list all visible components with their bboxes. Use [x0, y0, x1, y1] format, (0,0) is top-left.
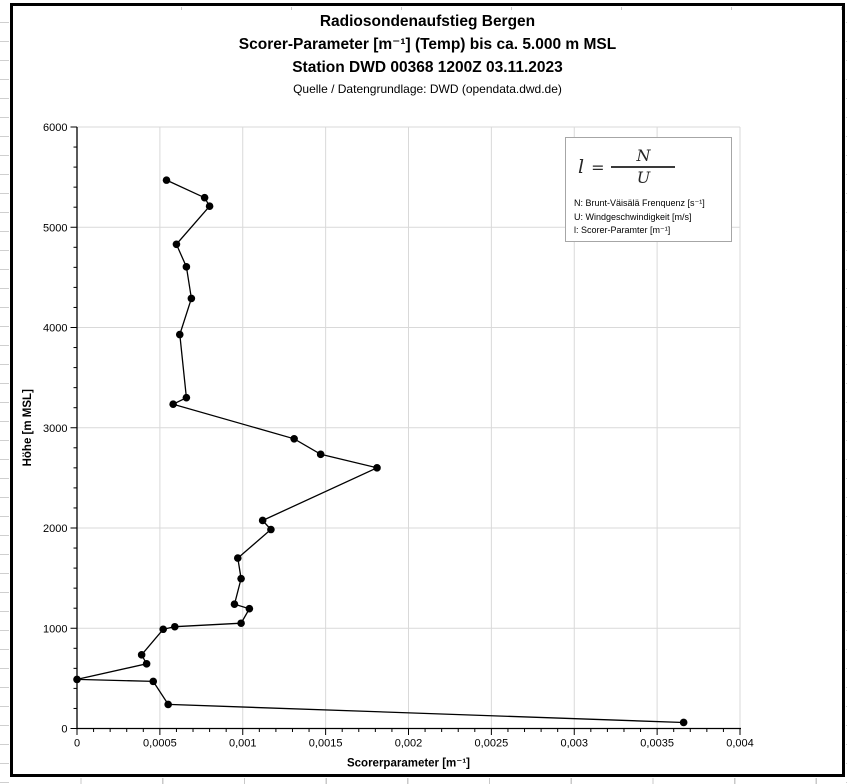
data-point	[205, 202, 214, 210]
data-point	[137, 651, 146, 659]
data-point	[170, 622, 179, 631]
x-tick-label: 0	[74, 738, 80, 750]
data-point	[175, 330, 184, 339]
formula-legend-box: l = N U N: Brunt-Väisälä Frenquenz [s⁻¹]…	[565, 137, 732, 242]
data-point	[233, 554, 242, 562]
data-point	[187, 294, 196, 303]
x-tick-label: 0,002	[395, 738, 423, 750]
data-point	[258, 516, 267, 525]
y-tick-label: 4000	[43, 323, 67, 335]
data-point	[679, 718, 688, 727]
x-tick-label: 0,0005	[143, 738, 177, 750]
legend-note-n: N: Brunt-Väisälä Frenquenz [s⁻¹]	[574, 198, 705, 208]
y-tick-label: 0	[61, 724, 67, 736]
chart-title-line3: Station DWD 00368 1200Z 03.11.2023	[292, 59, 563, 76]
data-point	[267, 525, 275, 534]
data-point	[169, 400, 177, 408]
data-point	[290, 434, 298, 443]
chart-border-frame	[10, 3, 845, 777]
chart-title-line1: Radiosondenaufstieg Bergen	[319, 13, 536, 30]
data-point	[182, 393, 191, 402]
chart-title-line2: Scorer-Parameter [m⁻¹] (Temp) bis ca. 5.…	[238, 36, 617, 53]
x-tick-label: 0,0015	[309, 738, 343, 750]
x-axis-title: Scorerparameter [m⁻¹]	[347, 758, 470, 770]
x-tick-label: 0,001	[229, 738, 257, 750]
data-point	[245, 604, 254, 613]
formula-numerator: N	[636, 146, 651, 165]
legend-notes: N: Brunt-Väisälä Frenquenz [s⁻¹] U: Wind…	[574, 197, 731, 238]
data-point	[316, 450, 325, 459]
data-point	[230, 600, 239, 608]
data-point	[172, 240, 181, 249]
formula-denominator: U	[636, 168, 651, 187]
y-tick-label: 5000	[43, 222, 67, 234]
formula-fraction: N U	[611, 146, 676, 187]
formula-lhs: l	[578, 156, 585, 178]
y-tick-label: 3000	[43, 423, 67, 435]
legend-note-l: l: Scorer-Paramter [m⁻¹]	[574, 225, 671, 235]
x-tick-label: 0,0035	[640, 738, 674, 750]
data-point	[159, 625, 167, 634]
chart-title-block: Radiosondenaufstieg Bergen Scorer-Parame…	[10, 10, 845, 98]
data-point	[182, 263, 191, 271]
y-axis-title: Höhe [m MSL]	[22, 389, 34, 466]
scorer-formula: l = N U	[578, 145, 731, 189]
data-point	[73, 675, 81, 684]
data-point	[237, 619, 245, 628]
chart-title-source: Quelle / Datengrundlage: DWD (opendata.d…	[293, 82, 562, 96]
data-point	[162, 176, 171, 184]
x-tick-label: 0,004	[726, 738, 754, 750]
data-point	[142, 660, 151, 668]
formula-equals-sign: =	[591, 157, 605, 177]
y-tick-label: 6000	[43, 122, 67, 134]
legend-note-u: U: Windgeschwindigkeit [m/s]	[574, 211, 692, 222]
x-tick-label: 0,0025	[475, 738, 509, 750]
data-point	[373, 464, 381, 472]
data-point	[200, 193, 209, 202]
y-tick-label: 1000	[43, 623, 67, 635]
x-tick-label: 0,003	[560, 738, 588, 750]
data-point	[149, 677, 158, 686]
profile-line	[76, 179, 684, 724]
formula-fraction-bar	[611, 166, 676, 168]
y-tick-label: 2000	[43, 523, 67, 535]
data-point	[237, 574, 245, 583]
data-point	[164, 700, 172, 709]
